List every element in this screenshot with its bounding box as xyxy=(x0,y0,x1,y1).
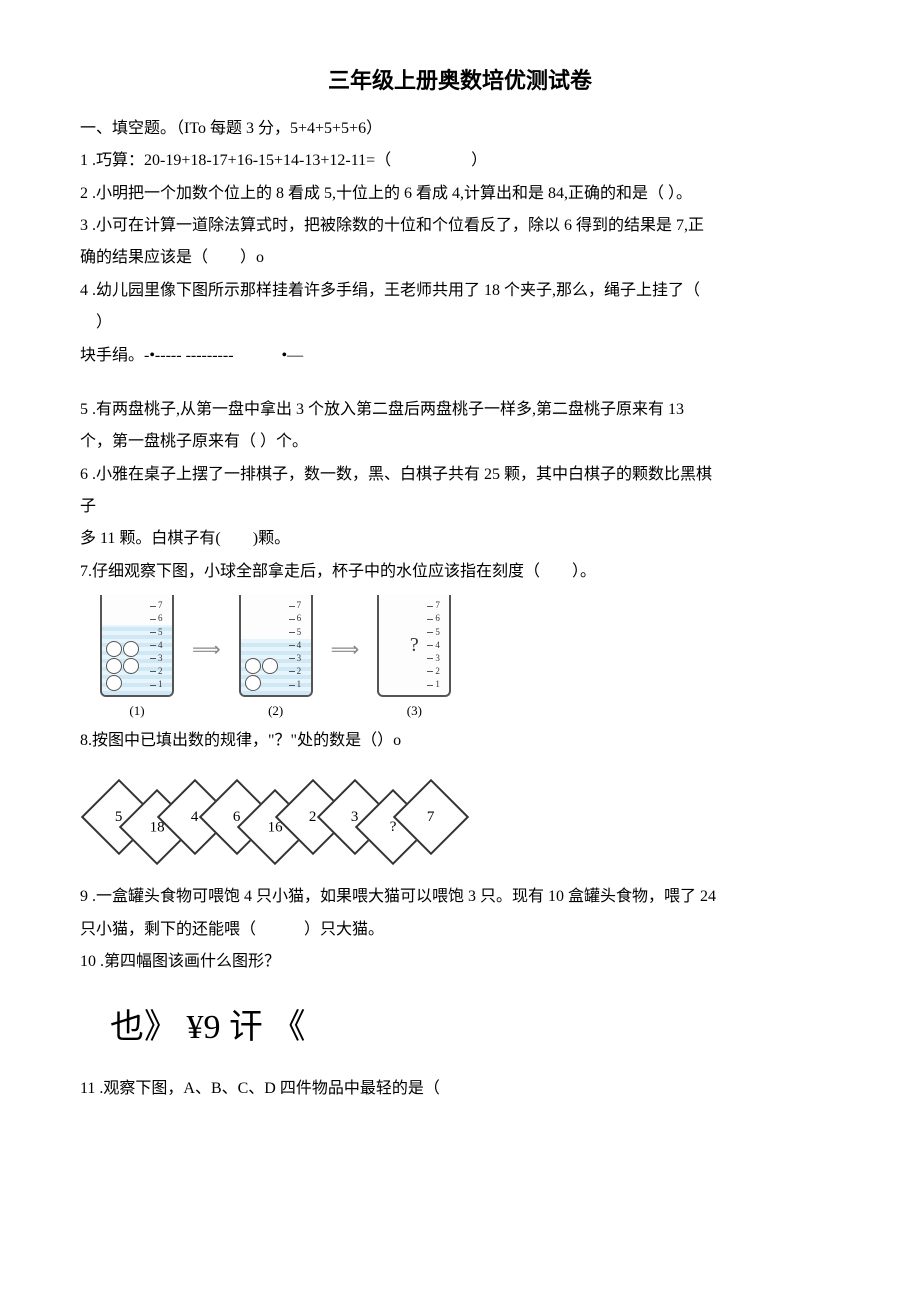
question-3b: 确的结果应该是（ ）o xyxy=(80,243,840,273)
question-4c: 块手绢。-•----- --------- •— xyxy=(80,341,840,371)
beaker-figure: 7 6 5 4 3 2 1 (1) ⟹ 7 6 5 4 3 2 xyxy=(100,595,840,724)
question-10-figures: 也》 ¥9 讦 《 xyxy=(110,996,840,1061)
diamond-figure: 5 18 4 6 16 2 3 ? 7 xyxy=(100,766,840,868)
diamond-val: 4 xyxy=(191,803,199,832)
beaker-3: ? 7 6 5 4 3 2 1 (3) xyxy=(377,595,451,724)
ticks-2: 7 6 5 4 3 2 1 xyxy=(289,601,307,689)
question-1: 1 .巧算：20-19+18-17+16-15+14-13+12-11=（ ） xyxy=(80,146,840,176)
balls-2 xyxy=(245,658,293,691)
section-header: 一、填空题。（ITo 每题 3 分，5+4+5+5+6） xyxy=(80,114,840,144)
question-6b: 子 xyxy=(80,492,840,522)
question-6c: 多 11 颗。白棋子有( )颗。 xyxy=(80,524,840,554)
beaker-2: 7 6 5 4 3 2 1 (2) xyxy=(239,595,313,724)
arrow-icon: ⟹ xyxy=(192,631,221,689)
question-4b: ） xyxy=(80,308,840,338)
beaker-1: 7 6 5 4 3 2 1 (1) xyxy=(100,595,174,724)
diamond-pair-3: 3 ? 7 xyxy=(336,766,450,868)
question-4a: 4 .幼儿园里像下图所示那样挂着许多手绢，王老师共用了 18 个夹子,那么，绳子… xyxy=(80,276,840,306)
question-10: 10 .第四幅图该画什么图形？ xyxy=(80,947,840,977)
question-9b: 只小猫，剩下的还能喂（ ）只大猫。 xyxy=(80,915,840,945)
question-9a: 9 .一盒罐头食物可喂饱 4 只小猫，如果喂大猫可以喂饱 3 只。现有 10 盒… xyxy=(80,882,840,912)
question-5b: 个，第一盘桃子原来有（ ）个。 xyxy=(80,427,840,457)
diamond-val: 7 xyxy=(427,803,435,832)
beaker-3-caption: (3) xyxy=(377,699,451,724)
question-5a: 5 .有两盘桃子,从第一盘中拿出 3 个放入第二盘后两盘桃子一样多,第二盘桃子原… xyxy=(80,395,840,425)
beaker-2-caption: (2) xyxy=(239,699,313,724)
diamond-pair-2: 6 16 2 xyxy=(218,766,332,868)
diamond-val: 2 xyxy=(309,803,317,832)
qmark: ? xyxy=(410,626,419,664)
question-3a: 3 .小可在计算一道除法算式时，把被除数的十位和个位看反了，除以 6 得到的结果… xyxy=(80,211,840,241)
beaker-1-caption: (1) xyxy=(100,699,174,724)
question-8: 8.按图中已填出数的规律，"？"处的数是（）o xyxy=(80,726,840,756)
arrow-icon: ⟹ xyxy=(331,631,360,689)
ticks-1: 7 6 5 4 3 2 1 xyxy=(150,601,168,689)
diamond-pair-1: 5 18 4 xyxy=(100,766,214,868)
question-7: 7.仔细观察下图，小球全部拿走后，杯子中的水位应该指在刻度（ ）。 xyxy=(80,557,840,587)
question-6a: 6 .小雅在桌子上摆了一排棋子，数一数，黑、白棋子共有 25 颗，其中白棋子的颗… xyxy=(80,460,840,490)
question-11: 11 .观察下图，A、B、C、D 四件物品中最轻的是（ xyxy=(80,1074,840,1104)
question-2: 2 .小明把一个加数个位上的 8 看成 5,十位上的 6 看成 4,计算出和是 … xyxy=(80,179,840,209)
page-title: 三年级上册奥数培优测试卷 xyxy=(80,60,840,102)
balls-1 xyxy=(106,641,154,691)
ticks-3: 7 6 5 4 3 2 1 xyxy=(427,601,445,689)
